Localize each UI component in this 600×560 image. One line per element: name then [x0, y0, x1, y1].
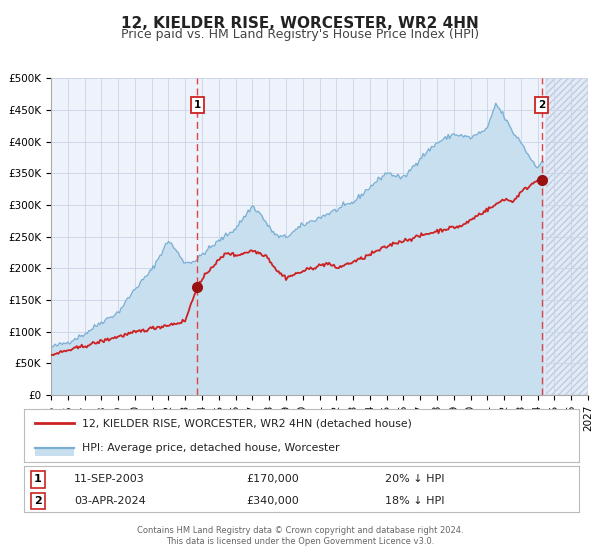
Text: HPI: Average price, detached house, Worcester: HPI: Average price, detached house, Worc… — [82, 442, 340, 452]
Text: 2: 2 — [34, 496, 42, 506]
Text: 1: 1 — [194, 100, 201, 110]
Text: 20% ↓ HPI: 20% ↓ HPI — [385, 474, 444, 484]
Text: £170,000: £170,000 — [246, 474, 299, 484]
Text: 03-APR-2024: 03-APR-2024 — [74, 496, 146, 506]
Text: Contains HM Land Registry data © Crown copyright and database right 2024.
This d: Contains HM Land Registry data © Crown c… — [137, 526, 463, 546]
Text: 18% ↓ HPI: 18% ↓ HPI — [385, 496, 444, 506]
Text: 12, KIELDER RISE, WORCESTER, WR2 4HN (detached house): 12, KIELDER RISE, WORCESTER, WR2 4HN (de… — [82, 418, 412, 428]
Bar — [546, 78, 588, 395]
Text: 1: 1 — [34, 474, 42, 484]
Text: £340,000: £340,000 — [246, 496, 299, 506]
Bar — [546, 78, 588, 395]
Bar — [35, 447, 74, 456]
Text: 2: 2 — [538, 100, 545, 110]
Text: 11-SEP-2003: 11-SEP-2003 — [74, 474, 145, 484]
Text: 12, KIELDER RISE, WORCESTER, WR2 4HN: 12, KIELDER RISE, WORCESTER, WR2 4HN — [121, 16, 479, 31]
Text: Price paid vs. HM Land Registry's House Price Index (HPI): Price paid vs. HM Land Registry's House … — [121, 28, 479, 41]
